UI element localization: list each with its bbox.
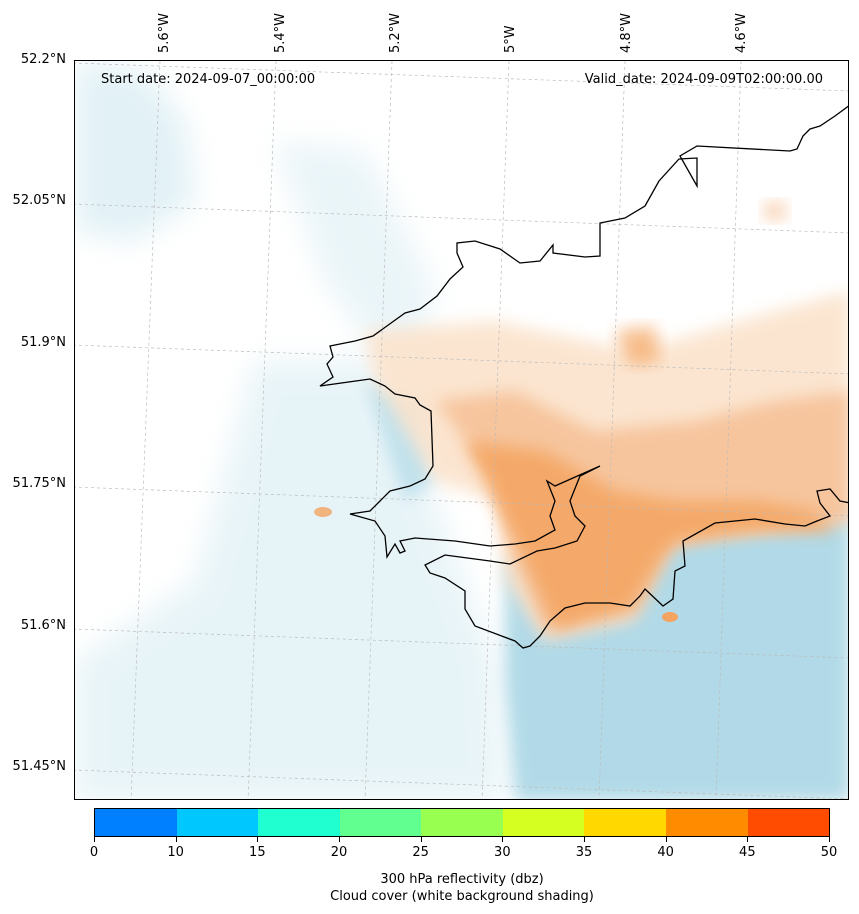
map-canvas [75, 61, 848, 799]
colorbar-title-line1: 300 hPa reflectivity (dbz) [380, 872, 544, 887]
colorbar-tick-label: 30 [494, 845, 511, 860]
colorbar-segment-3 [339, 809, 422, 836]
colorbar-segment-7 [665, 809, 748, 836]
lat-label-52-05: 52.05°N [12, 193, 66, 208]
colorbar-tick [257, 837, 259, 842]
lat-label-51-75: 51.75°N [12, 476, 66, 491]
lat-label-51-45: 51.45°N [12, 759, 66, 774]
colorbar-tick-label: 15 [249, 845, 266, 860]
colorbar-segment-0 [95, 809, 177, 836]
lon-label-5-4: 5.4°W [273, 12, 288, 53]
colorbar-tick-label: 0 [89, 845, 99, 860]
colorbar-title-line2: Cloud cover (white background shading) [330, 889, 594, 904]
colorbar-tick [665, 837, 667, 842]
lat-label-51-6: 51.6°N [20, 618, 66, 633]
colorbar-segment-8 [747, 809, 830, 836]
colorbar-tick [829, 837, 830, 842]
colorbar-tick-label: 35 [575, 845, 593, 860]
colorbar-title: 300 hPa reflectivity (dbz) Cloud cover (… [0, 871, 859, 905]
colorbar-tick [747, 837, 749, 842]
colorbar-tick [94, 837, 95, 842]
colorbar-segment-6 [584, 809, 666, 836]
colorbar-tick [420, 837, 422, 842]
start-date-label: Start date: 2024-09-07_00:00:00 [101, 72, 316, 87]
valid-date-label: Valid_date: 2024-09-09T02:00:00.00 [584, 72, 823, 87]
colorbar [94, 808, 830, 837]
colorbar-segment-1 [176, 809, 259, 836]
colorbar-tick-label: 20 [330, 845, 348, 860]
colorbar-tick [584, 837, 585, 842]
colorbar-tick-label: 25 [412, 845, 429, 860]
colorbar-tick [339, 837, 340, 842]
lat-label-51-9: 51.9°N [20, 335, 66, 350]
coastline [319, 105, 848, 649]
lon-label-5-6: 5.6°W [157, 12, 172, 53]
colorbar-tick-label: 40 [657, 845, 674, 860]
lat-label-52-2: 52.2°N [20, 52, 66, 67]
colorbar-tick [502, 837, 504, 842]
colorbar-tick [175, 837, 177, 842]
colorbar-segment-2 [258, 809, 340, 836]
colorbar-tick-label: 50 [820, 845, 838, 860]
colorbar-segment-4 [421, 809, 503, 836]
map-plot-area: Start date: 2024-09-07_00:00:00 Valid_da… [74, 60, 849, 800]
lon-label-5-2: 5.2°W [388, 12, 403, 53]
colorbar-tick-label: 10 [167, 845, 184, 860]
lon-label-5: 5°W [503, 25, 518, 53]
lon-label-4-8: 4.8°W [619, 12, 634, 53]
reflectivity-shading [314, 201, 848, 641]
colorbar-tick-label: 45 [739, 845, 756, 860]
lon-label-4-6: 4.6°W [734, 12, 749, 53]
colorbar-segment-5 [502, 809, 585, 836]
